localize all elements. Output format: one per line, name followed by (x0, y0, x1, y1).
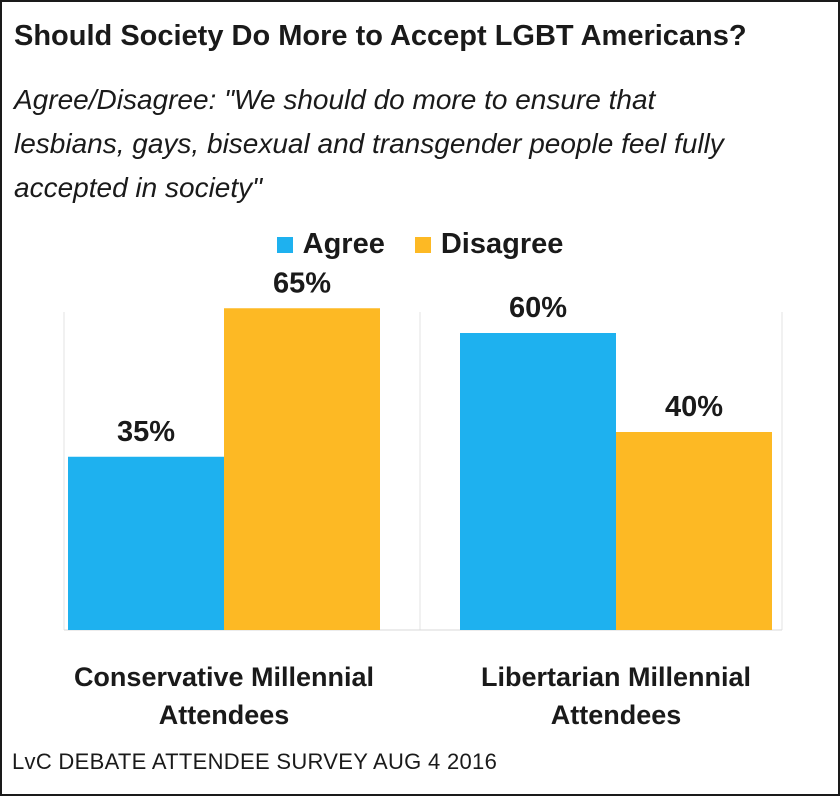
bar-agree-1 (68, 456, 224, 630)
category-label-2: Attendees (551, 700, 682, 730)
category-label-2: Libertarian Millennial (481, 662, 751, 692)
bar-disagree-2 (616, 432, 772, 630)
bar-disagree-1 (224, 308, 380, 630)
legend-item-agree: Agree (276, 228, 385, 261)
data-label-agree-2: 60% (509, 292, 567, 324)
data-label-disagree-2: 40% (665, 391, 723, 423)
chart-title: Should Society Do More to Accept LGBT Am… (14, 20, 747, 52)
category-label-1: Attendees (159, 700, 290, 730)
category-label-1: Conservative Millennial (74, 662, 374, 692)
chart-legend: Agree Disagree (2, 228, 838, 261)
bar-agree-2 (460, 333, 616, 630)
legend-swatch-agree (276, 236, 293, 253)
legend-label-agree: Agree (302, 228, 385, 260)
subtitle-line: Agree/Disagree: "We should do more to en… (14, 84, 656, 115)
subtitle-line: lesbians, gays, bisexual and transgender… (14, 128, 724, 159)
data-label-disagree-1: 65% (273, 267, 331, 299)
legend-label-disagree: Disagree (440, 228, 564, 260)
subtitle-line: accepted in society" (14, 172, 263, 203)
data-label-agree-1: 35% (117, 416, 175, 448)
bar-chart: 35% 65% Conservative Millennial Attendees 60… (63, 267, 783, 730)
chart-subtitle: Agree/Disagree: "We should do more to en… (14, 78, 814, 210)
legend-swatch-disagree (414, 236, 431, 253)
legend-item-disagree: Disagree (414, 228, 564, 261)
source-note: LvC DEBATE ATTENDEE SURVEY AUG 4 2016 (12, 749, 498, 774)
